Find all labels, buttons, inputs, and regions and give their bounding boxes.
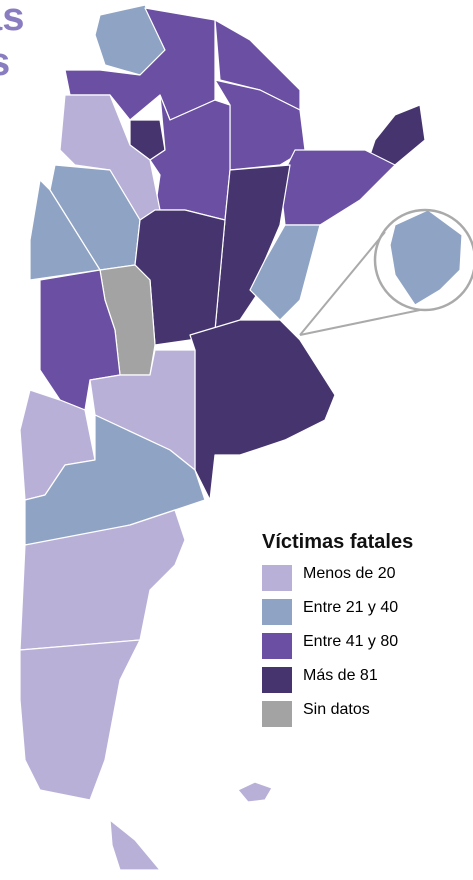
islands	[237, 781, 273, 803]
legend-label: Entre 41 y 80	[303, 633, 398, 650]
legend: Menos de 20 Entre 21 y 40 Entre 41 y 80 Más…	[262, 565, 398, 727]
legend-swatch	[262, 599, 292, 625]
province	[189, 319, 336, 501]
title-fragment: s	[0, 40, 10, 84]
legend-swatch	[262, 633, 292, 659]
inset-circle	[373, 208, 473, 312]
province	[134, 209, 226, 346]
legend-label: Sin datos	[303, 701, 370, 718]
legend-swatch	[262, 565, 292, 591]
legend-title: Víctimas fatales	[262, 531, 413, 553]
legend-swatch	[262, 667, 292, 693]
inset-connector	[299, 231, 386, 336]
province	[149, 94, 231, 221]
province	[109, 819, 161, 871]
title-fragment: as	[0, 0, 25, 39]
legend-label: Entre 21 y 40	[303, 599, 398, 616]
provinces	[19, 4, 463, 871]
inset-caba	[389, 209, 463, 306]
province	[279, 149, 396, 226]
legend-swatch	[262, 701, 292, 727]
province	[19, 639, 141, 801]
inset-connector	[299, 309, 421, 336]
legend-label: Más de 81	[303, 667, 378, 684]
legend-label: Menos de 20	[303, 565, 396, 582]
